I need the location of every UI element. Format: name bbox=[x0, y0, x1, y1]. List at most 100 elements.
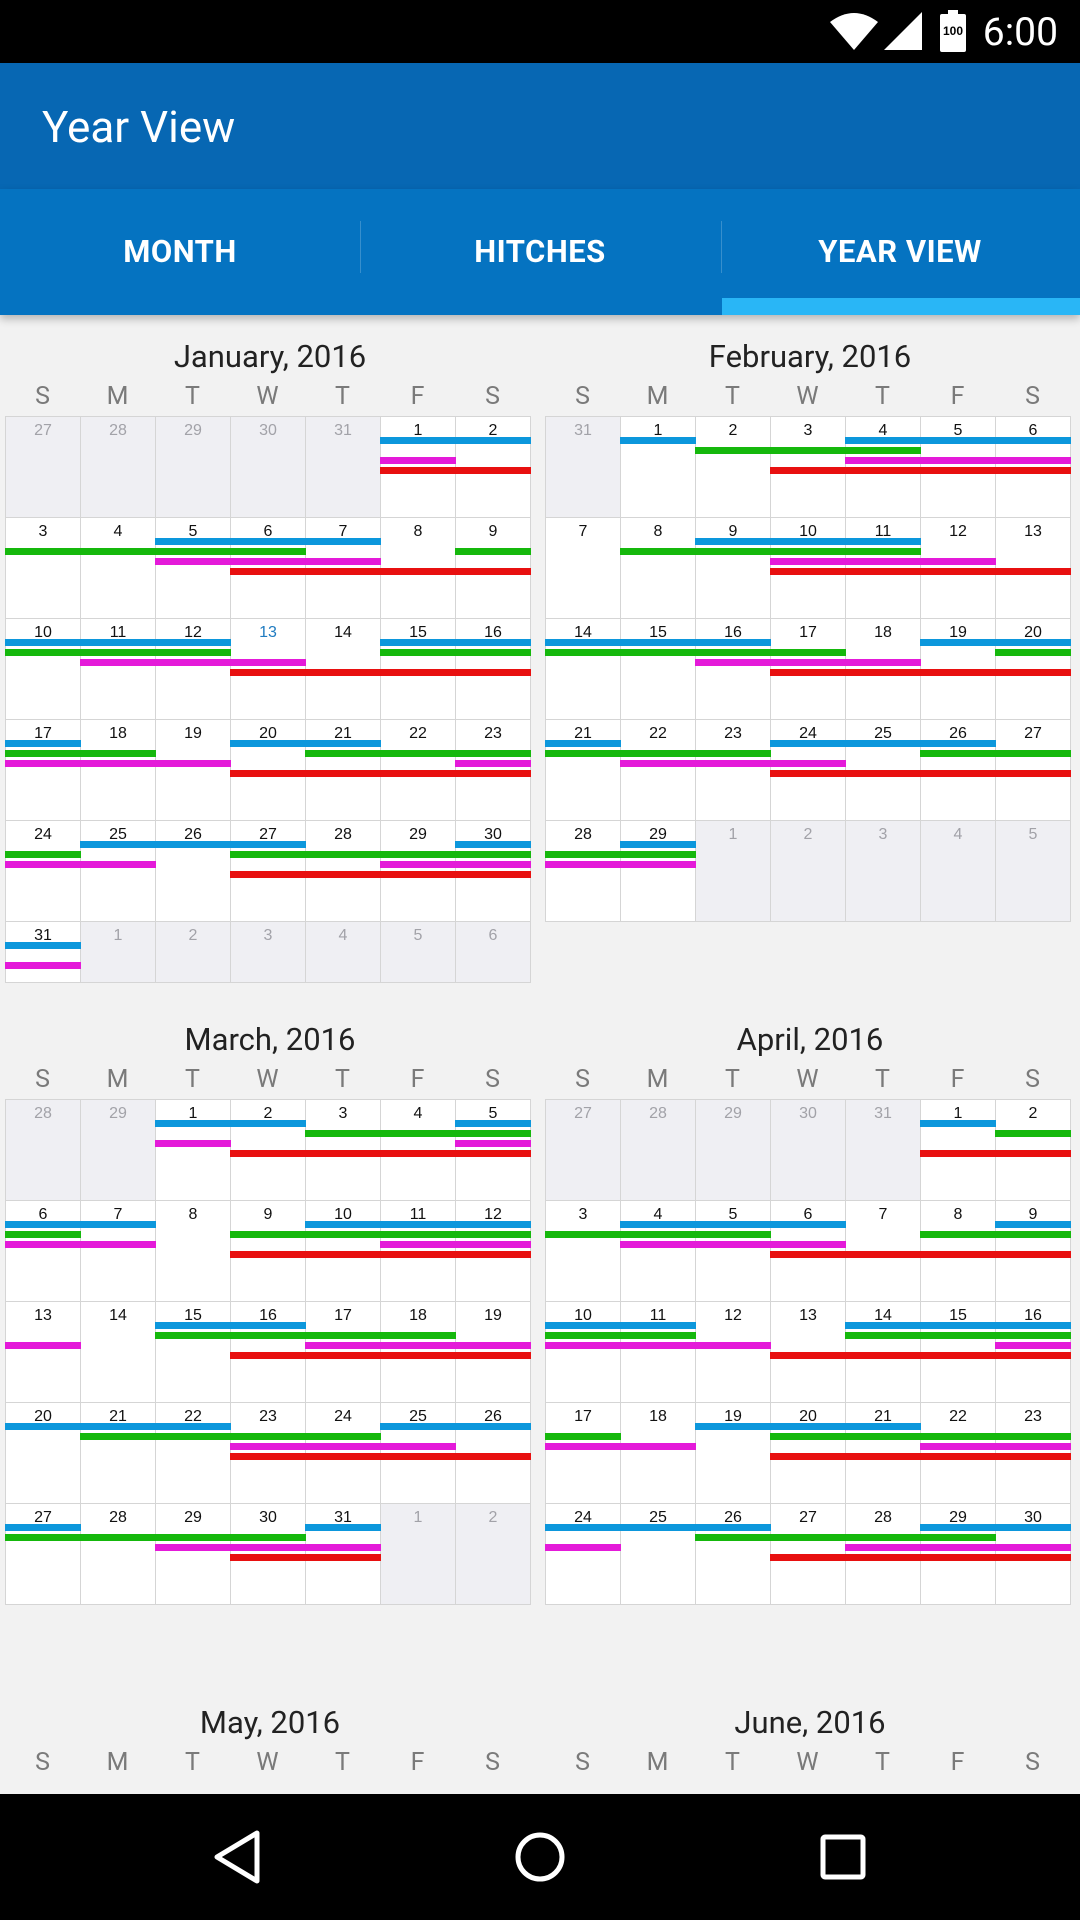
hitch-bar-magenta[interactable] bbox=[545, 1544, 621, 1551]
hitch-bar-magenta[interactable] bbox=[155, 558, 381, 565]
hitch-bar-magenta[interactable] bbox=[380, 861, 531, 868]
day-cell[interactable]: 9 bbox=[695, 517, 771, 619]
day-cell[interactable]: 18 bbox=[80, 719, 156, 821]
hitch-bar-blue[interactable] bbox=[920, 639, 1071, 646]
hitch-bar-blue[interactable] bbox=[305, 1524, 381, 1531]
day-cell[interactable]: 7 bbox=[80, 1200, 156, 1302]
hitch-bar-green[interactable] bbox=[545, 750, 771, 757]
day-cell[interactable]: 10 bbox=[5, 618, 81, 720]
hitch-bar-red[interactable] bbox=[230, 871, 531, 878]
day-cell[interactable]: 12 bbox=[695, 1301, 771, 1403]
hitch-bar-green[interactable] bbox=[920, 1231, 1071, 1238]
hitch-bar-magenta[interactable] bbox=[5, 962, 81, 969]
day-cell-adjacent-month[interactable]: 29 bbox=[695, 1099, 771, 1201]
hitch-bar-red[interactable] bbox=[770, 1251, 1071, 1258]
hitch-bar-magenta[interactable] bbox=[5, 861, 156, 868]
hitch-bar-blue[interactable] bbox=[920, 1120, 996, 1127]
day-cell-adjacent-month[interactable]: 1 bbox=[80, 921, 156, 983]
hitch-bar-blue[interactable] bbox=[380, 437, 531, 444]
hitch-bar-green[interactable] bbox=[770, 1433, 1071, 1440]
day-cell[interactable]: 27 bbox=[5, 1503, 81, 1605]
hitch-bar-magenta[interactable] bbox=[845, 1544, 1071, 1551]
day-cell[interactable]: 24 bbox=[5, 820, 81, 922]
hitch-bar-magenta[interactable] bbox=[845, 457, 1071, 464]
hitch-bar-blue[interactable] bbox=[545, 1524, 771, 1531]
day-cell[interactable]: 8 bbox=[620, 517, 696, 619]
hitch-bar-blue[interactable] bbox=[995, 1221, 1071, 1228]
day-cell-adjacent-month[interactable]: 3 bbox=[230, 921, 306, 983]
hitch-bar-red[interactable] bbox=[770, 1352, 1071, 1359]
day-cell[interactable]: 17 bbox=[545, 1402, 621, 1504]
hitch-bar-red[interactable] bbox=[230, 669, 531, 676]
hitch-bar-magenta[interactable] bbox=[380, 457, 456, 464]
hitch-bar-green[interactable] bbox=[305, 1130, 531, 1137]
hitch-bar-red[interactable] bbox=[230, 1150, 531, 1157]
hitch-bar-blue[interactable] bbox=[545, 1322, 696, 1329]
hitch-bar-blue[interactable] bbox=[230, 740, 381, 747]
hitch-bar-blue[interactable] bbox=[80, 841, 306, 848]
hitch-bar-magenta[interactable] bbox=[455, 760, 531, 767]
hitch-bar-blue[interactable] bbox=[620, 1221, 846, 1228]
day-cell-adjacent-month[interactable]: 4 bbox=[920, 820, 996, 922]
day-cell[interactable]: 19 bbox=[155, 719, 231, 821]
hitch-bar-blue[interactable] bbox=[155, 1322, 306, 1329]
hitch-bar-blue[interactable] bbox=[155, 538, 381, 545]
day-cell[interactable]: 1 bbox=[155, 1099, 231, 1201]
day-cell[interactable]: 8 bbox=[155, 1200, 231, 1302]
hitch-bar-blue[interactable] bbox=[845, 437, 1071, 444]
day-cell-adjacent-month[interactable]: 27 bbox=[545, 1099, 621, 1201]
hitch-bar-magenta[interactable] bbox=[620, 1241, 846, 1248]
day-cell[interactable]: 4 bbox=[80, 517, 156, 619]
day-cell[interactable]: 4 bbox=[620, 1200, 696, 1302]
day-cell[interactable]: 16 bbox=[695, 618, 771, 720]
hitch-bar-red[interactable] bbox=[770, 467, 1071, 474]
hitch-bar-red[interactable] bbox=[770, 568, 1071, 575]
hitch-bar-magenta[interactable] bbox=[5, 1342, 81, 1349]
day-cell-adjacent-month[interactable]: 31 bbox=[305, 416, 381, 518]
hitch-bar-green[interactable] bbox=[845, 1332, 1071, 1339]
hitch-bar-magenta[interactable] bbox=[455, 1140, 531, 1147]
day-cell[interactable]: 14 bbox=[80, 1301, 156, 1403]
day-cell[interactable]: 5 bbox=[695, 1200, 771, 1302]
hitch-bar-red[interactable] bbox=[230, 1352, 531, 1359]
day-cell[interactable]: 20 bbox=[5, 1402, 81, 1504]
tab-year-view[interactable]: YEAR VIEW bbox=[818, 233, 982, 270]
day-cell-adjacent-month[interactable]: 29 bbox=[155, 416, 231, 518]
hitch-bar-green[interactable] bbox=[5, 548, 306, 555]
hitch-bar-magenta[interactable] bbox=[545, 1342, 771, 1349]
hitch-bar-blue[interactable] bbox=[5, 1221, 156, 1228]
day-cell-adjacent-month[interactable]: 1 bbox=[380, 1503, 456, 1605]
hitch-bar-green[interactable] bbox=[380, 649, 531, 656]
day-cell[interactable]: 12 bbox=[155, 618, 231, 720]
hitch-bar-blue[interactable] bbox=[695, 538, 921, 545]
day-cell[interactable]: 22 bbox=[620, 719, 696, 821]
hitch-bar-magenta[interactable] bbox=[230, 1443, 456, 1450]
hitch-bar-green[interactable] bbox=[545, 1433, 621, 1440]
day-cell-adjacent-month[interactable]: 2 bbox=[770, 820, 846, 922]
hitch-bar-blue[interactable] bbox=[620, 437, 696, 444]
hitch-bar-red[interactable] bbox=[770, 1453, 1071, 1460]
hitch-bar-green[interactable] bbox=[305, 750, 531, 757]
hitch-bar-green[interactable] bbox=[5, 1231, 81, 1238]
hitch-bar-green[interactable] bbox=[5, 750, 156, 757]
day-cell-adjacent-month[interactable]: 5 bbox=[380, 921, 456, 983]
hitch-bar-blue[interactable] bbox=[5, 1423, 231, 1430]
hitch-bar-green[interactable] bbox=[545, 1332, 696, 1339]
tab-month[interactable]: MONTH bbox=[123, 233, 237, 270]
hitch-bar-blue[interactable] bbox=[380, 639, 531, 646]
hitch-bar-red[interactable] bbox=[230, 1453, 531, 1460]
day-cell[interactable]: 3 bbox=[5, 517, 81, 619]
hitch-bar-blue[interactable] bbox=[5, 740, 81, 747]
back-button[interactable] bbox=[157, 1794, 317, 1920]
hitch-bar-green[interactable] bbox=[5, 1534, 306, 1541]
hitch-bar-blue[interactable] bbox=[545, 639, 771, 646]
hitch-bar-magenta[interactable] bbox=[5, 760, 231, 767]
hitch-bar-green[interactable] bbox=[995, 1130, 1071, 1137]
hitch-bar-blue[interactable] bbox=[695, 1423, 921, 1430]
hitch-bar-magenta[interactable] bbox=[5, 1241, 156, 1248]
day-cell[interactable]: 1 bbox=[620, 416, 696, 518]
hitch-bar-blue[interactable] bbox=[155, 1120, 306, 1127]
hitch-bar-blue[interactable] bbox=[455, 841, 531, 848]
day-cell[interactable]: 28 bbox=[80, 1503, 156, 1605]
day-cell[interactable]: 15 bbox=[620, 618, 696, 720]
